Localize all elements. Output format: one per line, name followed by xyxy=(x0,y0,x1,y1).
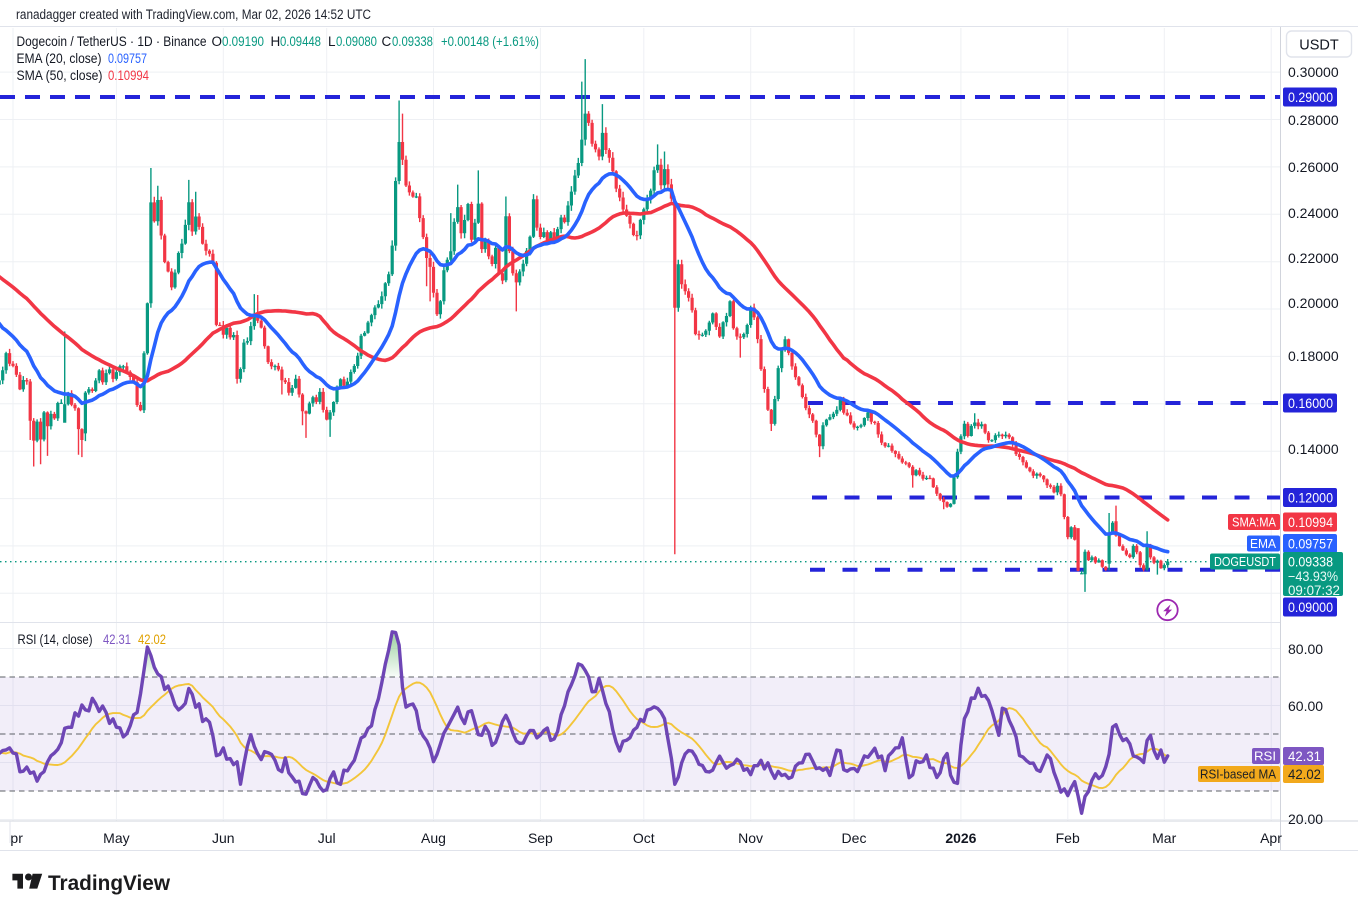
svg-text:42.02: 42.02 xyxy=(138,632,166,647)
svg-text:0.12000: 0.12000 xyxy=(1288,490,1333,506)
svg-text:0.09757: 0.09757 xyxy=(108,51,147,66)
svg-text:O: O xyxy=(212,34,223,49)
svg-text:0.24000: 0.24000 xyxy=(1288,205,1339,221)
svg-text:20.00: 20.00 xyxy=(1288,811,1323,827)
svg-text:60.00: 60.00 xyxy=(1288,698,1323,714)
svg-text:0.16000: 0.16000 xyxy=(1288,395,1333,411)
svg-text:C: C xyxy=(382,34,392,49)
svg-text:Feb: Feb xyxy=(1056,830,1080,846)
svg-text:Dogecoin / TetherUS · 1D · Bin: Dogecoin / TetherUS · 1D · Binance xyxy=(17,34,207,49)
svg-text:0.09190: 0.09190 xyxy=(222,34,264,49)
svg-text:H: H xyxy=(271,34,281,49)
svg-text:+0.00148 (+1.61%): +0.00148 (+1.61%) xyxy=(441,34,539,49)
svg-text:SMA (50, close): SMA (50, close) xyxy=(17,68,103,83)
svg-text:Sep: Sep xyxy=(528,830,553,846)
svg-text:2026: 2026 xyxy=(945,830,976,846)
svg-text:09:07:32: 09:07:32 xyxy=(1288,583,1340,598)
svg-text:L: L xyxy=(328,34,336,49)
svg-text:Jul: Jul xyxy=(318,830,336,846)
svg-text:80.00: 80.00 xyxy=(1288,641,1323,657)
svg-text:0.09338: 0.09338 xyxy=(392,34,433,49)
svg-text:0.09757: 0.09757 xyxy=(1288,536,1333,552)
svg-text:42.31: 42.31 xyxy=(1288,748,1321,764)
svg-text:0.20000: 0.20000 xyxy=(1288,295,1339,311)
svg-text:0.18000: 0.18000 xyxy=(1288,348,1339,364)
svg-text:0.09338: 0.09338 xyxy=(1288,554,1333,570)
svg-text:0.30000: 0.30000 xyxy=(1288,64,1339,80)
svg-text:RSI: RSI xyxy=(1254,750,1276,764)
svg-text:May: May xyxy=(103,830,129,846)
svg-text:0.14000: 0.14000 xyxy=(1288,441,1339,457)
svg-text:Aug: Aug xyxy=(421,830,446,846)
svg-text:0.28000: 0.28000 xyxy=(1288,112,1339,128)
svg-text:0.10994: 0.10994 xyxy=(108,68,149,83)
svg-text:0.26000: 0.26000 xyxy=(1288,159,1339,175)
svg-text:0.09080: 0.09080 xyxy=(336,34,377,49)
svg-text:Oct: Oct xyxy=(633,830,655,846)
svg-text:TradingView: TradingView xyxy=(48,871,170,895)
svg-text:42.31: 42.31 xyxy=(103,632,131,647)
svg-text:Jun: Jun xyxy=(212,830,235,846)
svg-text:EMA: EMA xyxy=(1250,537,1277,551)
svg-text:0.10994: 0.10994 xyxy=(1288,514,1333,530)
svg-text:DOGEUSDT: DOGEUSDT xyxy=(1214,555,1276,569)
svg-text:−43.93%: −43.93% xyxy=(1288,569,1338,584)
svg-text:ranadagger created with Tradin: ranadagger created with TradingView.com,… xyxy=(16,7,371,22)
svg-text:0.29000: 0.29000 xyxy=(1288,89,1333,105)
svg-text:0.22000: 0.22000 xyxy=(1288,250,1339,266)
svg-text:42.02: 42.02 xyxy=(1288,766,1321,782)
svg-text:USDT: USDT xyxy=(1299,38,1339,54)
svg-text:RSI (14, close): RSI (14, close) xyxy=(18,632,93,647)
svg-text:Dec: Dec xyxy=(842,830,867,846)
svg-text:0.09448: 0.09448 xyxy=(280,34,321,49)
svg-text:SMA:MA: SMA:MA xyxy=(1232,516,1277,530)
svg-text:Apr: Apr xyxy=(1260,830,1282,846)
svg-text:Nov: Nov xyxy=(738,830,763,846)
svg-text:RSI-based MA: RSI-based MA xyxy=(1200,768,1277,782)
svg-text:Mar: Mar xyxy=(1152,830,1176,846)
svg-text:EMA (20, close): EMA (20, close) xyxy=(17,51,102,66)
svg-text:0.09000: 0.09000 xyxy=(1288,599,1333,615)
